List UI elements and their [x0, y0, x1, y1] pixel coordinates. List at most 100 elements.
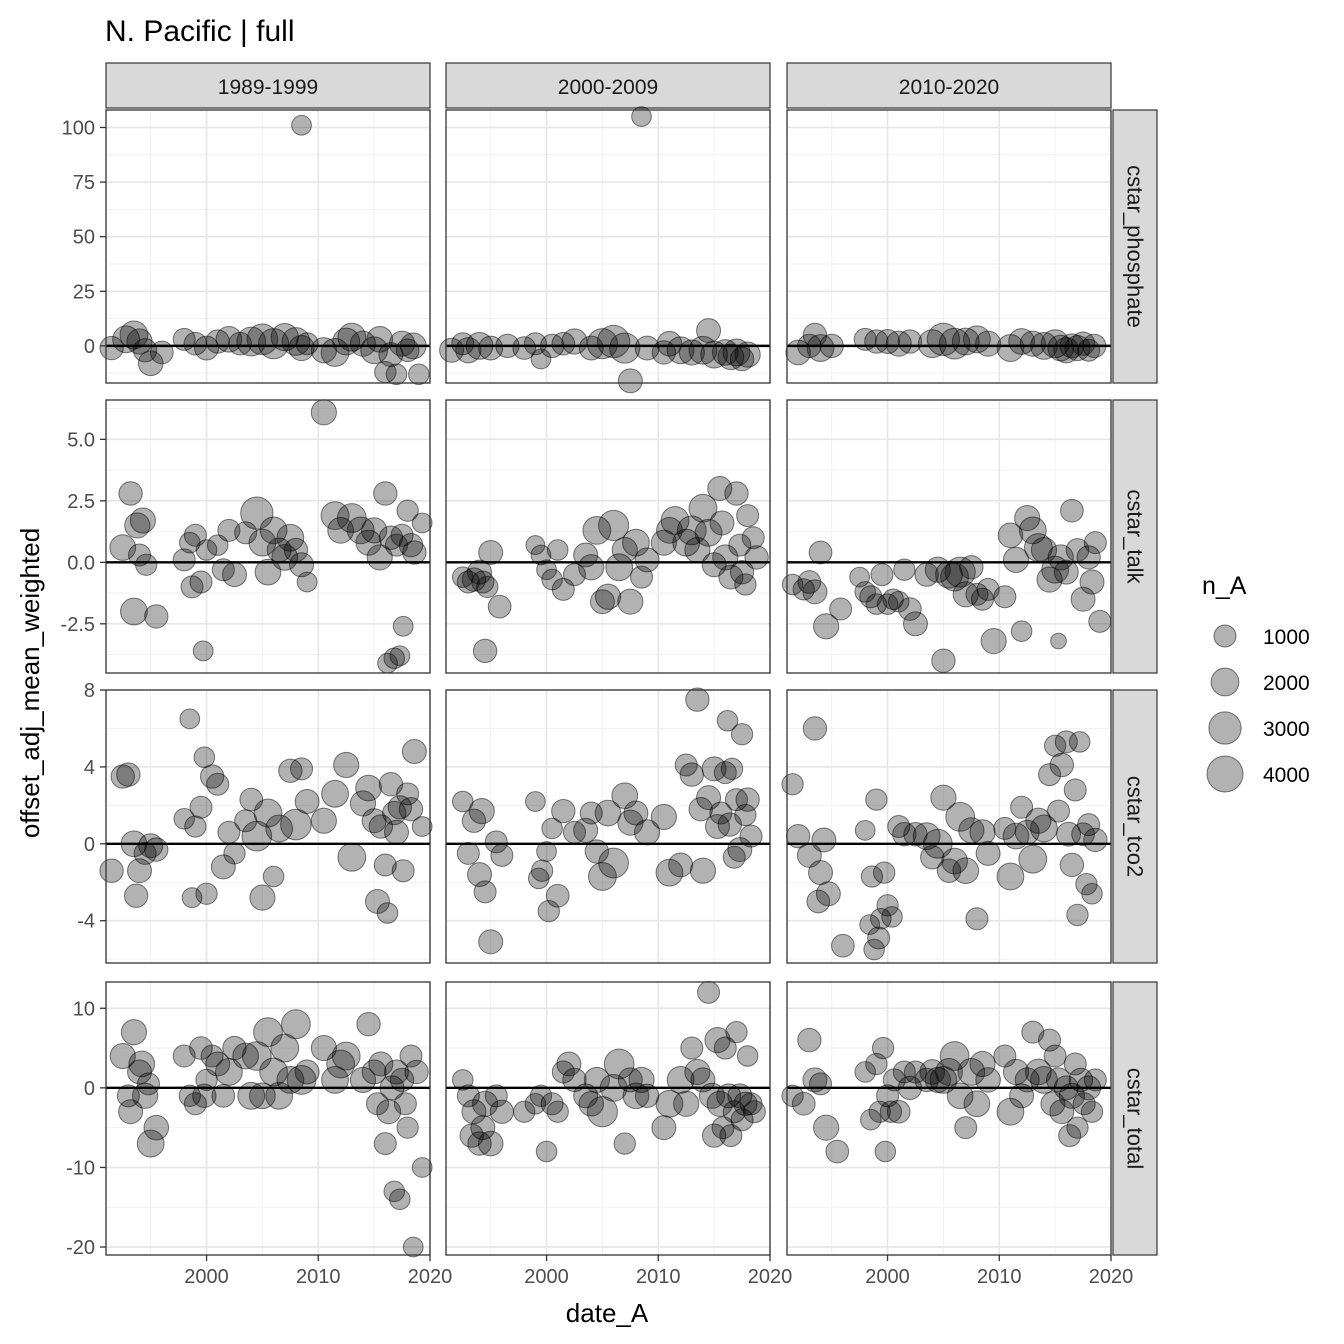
data-point	[294, 789, 320, 814]
data-point	[1030, 814, 1058, 843]
data-point	[249, 1082, 276, 1110]
data-point	[742, 1100, 766, 1124]
data-point	[1021, 1020, 1045, 1044]
data-point	[631, 106, 652, 127]
data-point	[513, 1100, 536, 1123]
data-point	[199, 764, 225, 789]
data-point	[1059, 852, 1085, 878]
data-point	[741, 526, 765, 550]
data-point	[930, 784, 957, 811]
data-point	[871, 1036, 895, 1060]
data-point	[813, 1114, 840, 1141]
data-point	[276, 523, 305, 552]
data-point	[383, 1180, 406, 1203]
facet-panel	[445, 399, 771, 674]
data-point	[489, 1099, 515, 1124]
data-point	[854, 819, 876, 841]
data-point	[411, 816, 433, 837]
data-point	[873, 861, 896, 884]
facet-strip-row	[1112, 981, 1158, 1256]
y-axis-tick-label: 8	[84, 680, 95, 702]
data-point	[473, 880, 497, 904]
data-point	[688, 335, 718, 365]
data-point	[183, 523, 207, 547]
data-point	[1068, 731, 1091, 753]
data-point	[396, 499, 419, 522]
data-point	[490, 843, 514, 867]
facet-strip-row	[1112, 399, 1158, 674]
data-point	[1049, 1099, 1075, 1125]
data-point	[931, 648, 956, 673]
legend-label: 4000	[1263, 764, 1310, 787]
data-point	[120, 830, 148, 858]
data-point	[781, 773, 804, 796]
data-point	[289, 552, 314, 578]
data-point	[408, 363, 430, 386]
data-point	[189, 795, 213, 819]
data-point	[562, 820, 586, 844]
data-point	[785, 339, 811, 366]
data-point	[917, 329, 947, 359]
facet-panel: -2.5 0.0 2.5 5.0	[61, 399, 433, 674]
data-point	[673, 1090, 700, 1117]
data-point	[296, 571, 318, 593]
data-point	[404, 1059, 429, 1085]
data-point	[867, 926, 891, 950]
data-point	[929, 1066, 958, 1094]
data-point	[897, 329, 923, 354]
data-point	[815, 881, 841, 907]
data-point	[634, 819, 661, 846]
data-point	[713, 1036, 737, 1060]
facet-panel	[781, 399, 1112, 674]
legend-key	[1208, 711, 1242, 745]
data-point	[392, 615, 414, 637]
y-axis-tick-label: -4	[77, 911, 95, 933]
data-point	[588, 862, 617, 891]
y-axis-tick-label: 75	[73, 172, 95, 194]
facet-strip-row-label: cstar_total	[1123, 1068, 1148, 1170]
data-point	[1038, 763, 1062, 787]
data-point	[206, 772, 230, 796]
data-point	[951, 327, 980, 356]
x-axis-tick-label: 2020	[408, 1266, 453, 1288]
data-point	[192, 640, 214, 662]
y-axis-tick-label: 5.0	[67, 429, 95, 451]
facet-strip-column	[105, 62, 431, 109]
data-point	[831, 933, 855, 958]
data-point	[944, 556, 976, 588]
data-point	[1046, 799, 1070, 823]
data-point	[700, 340, 729, 369]
data-point	[211, 1083, 236, 1108]
data-point	[1080, 1100, 1104, 1123]
data-point	[124, 512, 151, 539]
data-point	[668, 852, 694, 878]
data-point	[1075, 873, 1098, 896]
data-point	[952, 857, 980, 885]
data-point	[232, 1042, 260, 1070]
data-point	[893, 558, 916, 581]
data-point	[556, 1051, 582, 1077]
data-point	[963, 1090, 991, 1118]
data-point	[886, 1099, 911, 1124]
data-point	[651, 1115, 677, 1141]
data-point	[940, 562, 969, 592]
data-point	[898, 597, 922, 621]
facet-strip-row-label: cstar_tco2	[1123, 776, 1148, 878]
data-point	[118, 1099, 144, 1125]
data-point	[189, 1036, 213, 1060]
facet-strip-column-label: 2010-2020	[899, 76, 999, 99]
data-point	[487, 594, 512, 619]
data-point	[291, 114, 312, 136]
panel-border	[786, 399, 1112, 674]
data-point	[294, 1059, 320, 1085]
data-point	[396, 1116, 419, 1139]
data-point	[217, 518, 241, 542]
data-point	[736, 504, 760, 528]
data-point	[1025, 807, 1052, 834]
data-point	[562, 563, 586, 587]
data-point	[711, 339, 739, 366]
data-point	[346, 516, 375, 545]
data-point	[393, 1092, 417, 1116]
data-point	[980, 627, 1007, 655]
